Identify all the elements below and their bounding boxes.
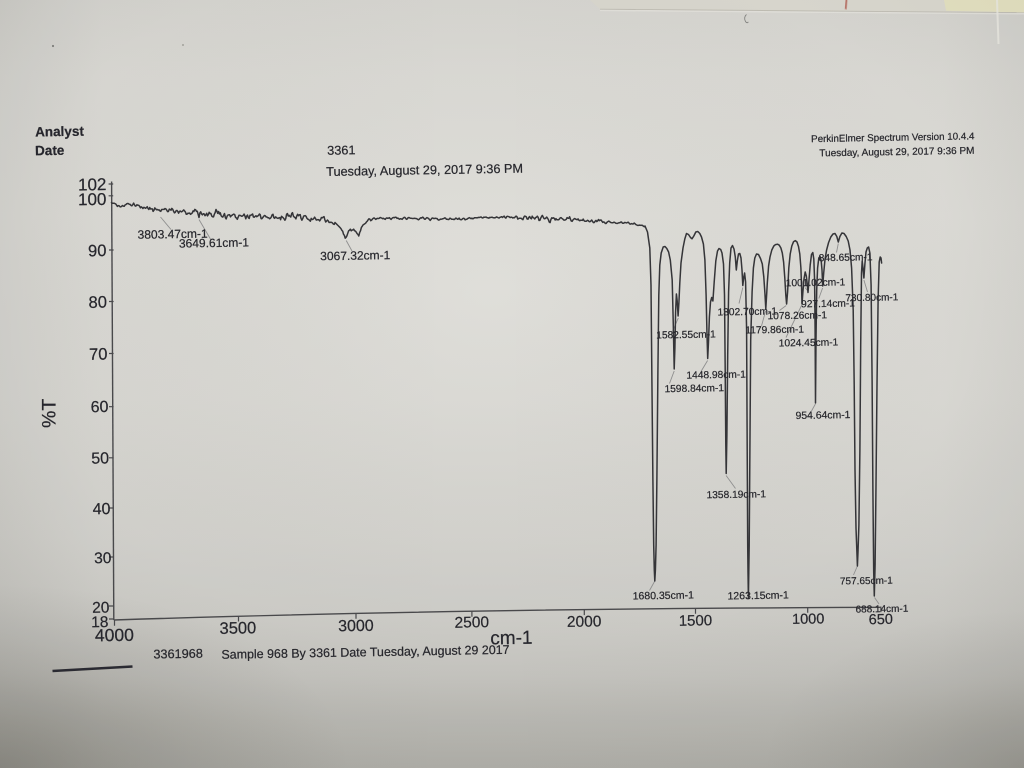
svg-text:1302.70cm-1: 1302.70cm-1 [717, 306, 777, 318]
svg-text:1358.19cm-1: 1358.19cm-1 [706, 489, 766, 501]
svg-text:650: 650 [869, 612, 893, 628]
svg-text:Date: Date [35, 143, 65, 159]
svg-text:3067.32cm-1: 3067.32cm-1 [320, 248, 391, 263]
svg-text:20: 20 [92, 599, 110, 616]
svg-text:1000: 1000 [792, 611, 825, 628]
svg-text:1680.35cm-1: 1680.35cm-1 [633, 589, 695, 602]
svg-text:848.65cm-1: 848.65cm-1 [819, 252, 873, 264]
svg-text:102: 102 [78, 175, 107, 194]
svg-text:3000: 3000 [338, 618, 374, 636]
svg-text:100: 100 [78, 190, 107, 209]
svg-text:%T: %T [39, 399, 61, 428]
svg-text:2500: 2500 [454, 614, 489, 632]
svg-text:Tuesday, August 29, 2017 9:36: Tuesday, August 29, 2017 9:36 PM [326, 162, 523, 179]
svg-text:730.80cm-1: 730.80cm-1 [845, 292, 898, 304]
svg-text:954.64cm-1: 954.64cm-1 [795, 410, 850, 422]
svg-text:1263.15cm-1: 1263.15cm-1 [727, 589, 789, 602]
svg-text:1582.55cm-1: 1582.55cm-1 [656, 329, 716, 341]
svg-text:4000: 4000 [95, 625, 135, 646]
svg-text:30: 30 [94, 550, 112, 567]
svg-text:3649.61cm-1: 3649.61cm-1 [179, 235, 250, 250]
svg-text:1500: 1500 [679, 612, 713, 630]
svg-text:80: 80 [88, 294, 107, 312]
svg-text:Analyst: Analyst [35, 124, 85, 140]
svg-text:Tuesday, August 29, 2017 9:36: Tuesday, August 29, 2017 9:36 PM [819, 146, 974, 160]
svg-text:3803.47cm-1: 3803.47cm-1 [138, 227, 209, 242]
svg-text:90: 90 [88, 242, 107, 260]
svg-text:3361: 3361 [327, 143, 355, 157]
svg-text:1448.98cm-1: 1448.98cm-1 [686, 370, 746, 382]
svg-text:PerkinElmer Spectrum Version 1: PerkinElmer Spectrum Version 10.4.4 [811, 131, 975, 145]
svg-text:50: 50 [91, 450, 109, 467]
svg-text:60: 60 [90, 399, 108, 416]
svg-text:1598.84cm-1: 1598.84cm-1 [664, 383, 724, 395]
svg-text:70: 70 [89, 346, 108, 364]
svg-text:1078.26cm-1: 1078.26cm-1 [767, 310, 827, 322]
svg-text:1001.02cm-1: 1001.02cm-1 [786, 277, 846, 289]
svg-text:cm-1: cm-1 [490, 628, 533, 650]
svg-text:2000: 2000 [567, 613, 602, 631]
svg-text:757.65cm-1: 757.65cm-1 [840, 576, 893, 588]
svg-text:3361968: 3361968 [153, 647, 203, 662]
svg-text:927.14cm-1: 927.14cm-1 [801, 298, 855, 310]
svg-text:688.14cm-1: 688.14cm-1 [855, 604, 908, 616]
svg-text:18: 18 [91, 614, 109, 631]
svg-text:40: 40 [92, 501, 110, 518]
svg-text:3500: 3500 [219, 619, 256, 638]
svg-text:1179.86cm-1: 1179.86cm-1 [745, 324, 804, 336]
svg-text:1024.45cm-1: 1024.45cm-1 [779, 337, 839, 349]
svg-text:Sample 968 By 3361 Date Tuesda: Sample 968 By 3361 Date Tuesday, August … [221, 643, 509, 662]
